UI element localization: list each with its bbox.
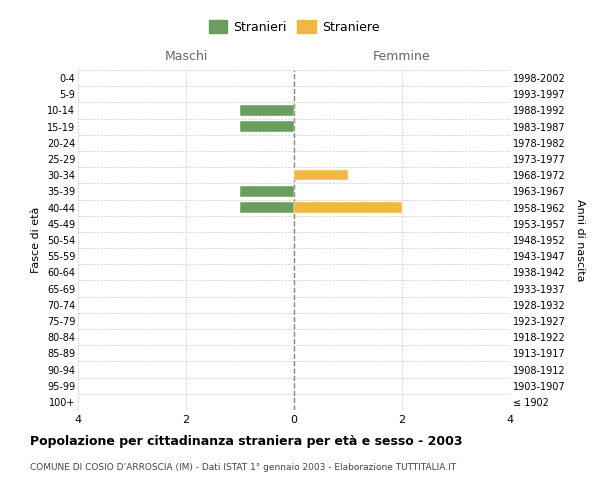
Legend: Stranieri, Straniere: Stranieri, Straniere <box>203 15 385 38</box>
Bar <box>240 105 294 116</box>
Y-axis label: Anni di nascita: Anni di nascita <box>575 198 585 281</box>
Bar <box>240 202 294 213</box>
Bar <box>294 202 402 213</box>
Text: Maschi: Maschi <box>164 50 208 62</box>
Bar <box>240 186 294 196</box>
Y-axis label: Fasce di età: Fasce di età <box>31 207 41 273</box>
Text: Femmine: Femmine <box>373 50 431 62</box>
Bar <box>240 122 294 132</box>
Text: COMUNE DI COSIO D’ARROSCIA (IM) - Dati ISTAT 1° gennaio 2003 - Elaborazione TUTT: COMUNE DI COSIO D’ARROSCIA (IM) - Dati I… <box>30 462 456 471</box>
Text: Popolazione per cittadinanza straniera per età e sesso - 2003: Popolazione per cittadinanza straniera p… <box>30 435 463 448</box>
Bar <box>294 170 348 180</box>
